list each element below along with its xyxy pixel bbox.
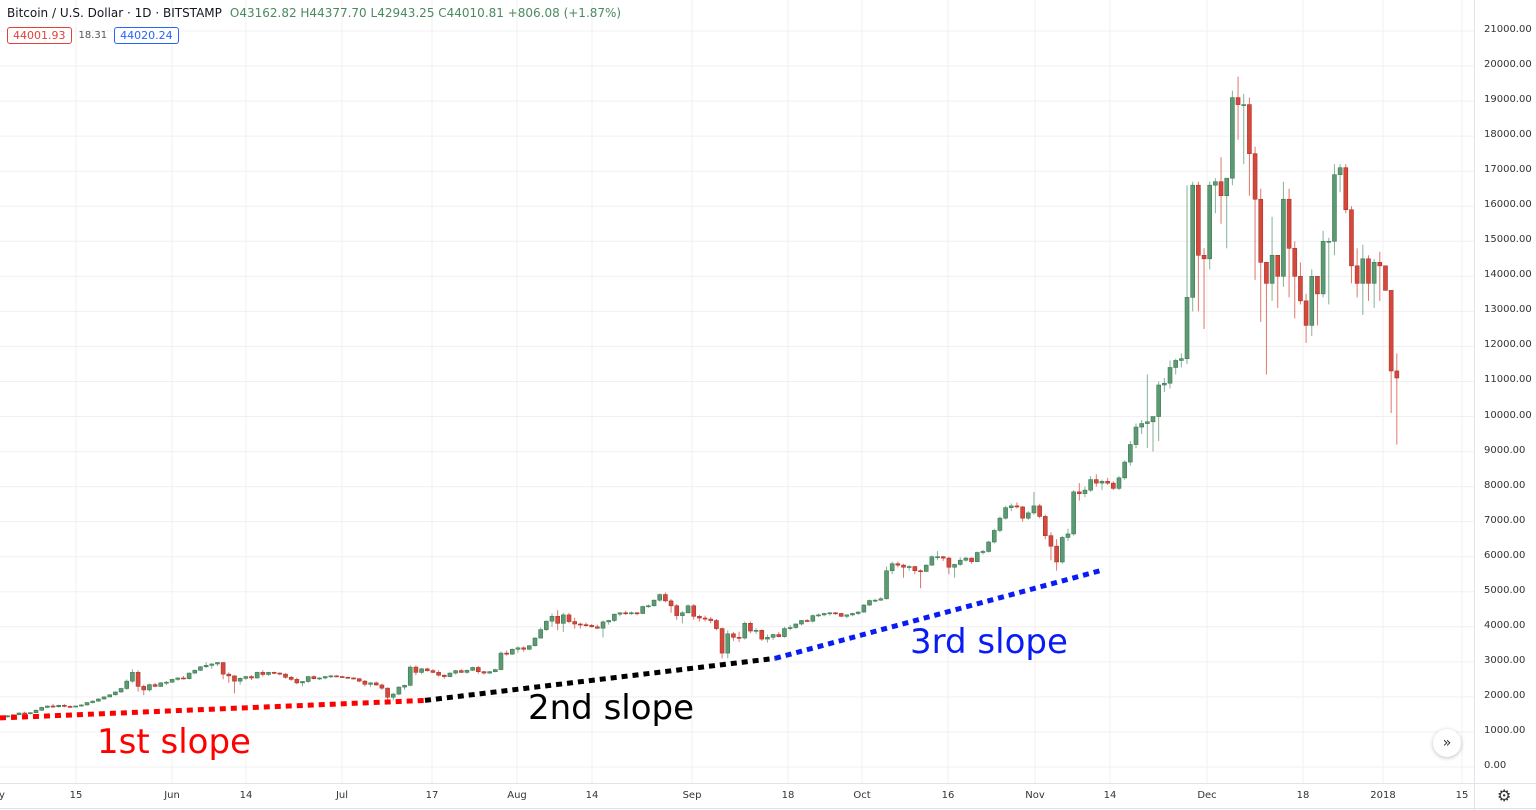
price-tick-label: 10000.00 — [1484, 409, 1532, 421]
settings-icon[interactable]: ⚙ — [1497, 786, 1512, 805]
price-tick-label: 14000.00 — [1484, 269, 1532, 281]
time-tick-label: 14 — [1103, 790, 1117, 801]
price-tick-label: 5000.00 — [1484, 584, 1526, 596]
price-tick-label: 18000.00 — [1484, 129, 1532, 141]
scroll-to-realtime-button[interactable]: » — [1433, 729, 1461, 757]
time-tick-label: Dec — [1197, 790, 1217, 801]
price-tick-label: 19000.00 — [1484, 94, 1532, 106]
price-tick-label: 21000.00 — [1484, 24, 1532, 35]
time-tick-label: 15 — [69, 790, 83, 801]
price-tick-label: 15000.00 — [1484, 234, 1532, 246]
trade-price-row: 44001.93 18.31 44020.24 — [7, 27, 179, 44]
slope-label: 3rd slope — [910, 622, 1068, 662]
time-tick-label: 14 — [585, 790, 599, 801]
time-tick-label: 16 — [941, 790, 955, 801]
time-tick-label: 15 — [1455, 790, 1469, 801]
price-tick-label: 7000.00 — [1484, 514, 1526, 526]
price-tick-label: 11000.00 — [1484, 374, 1532, 386]
price-tick-label: 4000.00 — [1484, 619, 1526, 631]
time-tick-label: 18 — [1296, 790, 1310, 801]
time-tick-label: Jun — [164, 790, 180, 801]
time-tick-label: Oct — [853, 790, 871, 801]
buy-price-button[interactable]: 44020.24 — [114, 27, 179, 44]
time-tick-label: Jul — [335, 790, 349, 801]
slope-label: 2nd slope — [528, 688, 695, 728]
price-tick-label: 3000.00 — [1484, 654, 1526, 666]
price-tick-label: 9000.00 — [1484, 444, 1526, 456]
price-tick-label: 13000.00 — [1484, 304, 1532, 316]
price-tick-label: 20000.00 — [1484, 59, 1532, 71]
time-tick-label: 14 — [239, 790, 253, 801]
time-tick-label: Sep — [682, 790, 702, 801]
price-tick-label: 1000.00 — [1484, 724, 1526, 736]
time-tick-label: 18 — [781, 790, 795, 801]
time-tick-label: Aug — [507, 790, 527, 801]
time-tick-label: 17 — [425, 790, 439, 801]
ohlc-values: O43162.82 H44377.70 L42943.25 C44010.81 … — [229, 6, 622, 20]
sell-price-button[interactable]: 44001.93 — [7, 27, 72, 44]
chart-legend: Bitcoin / U.S. Dollar · 1D · BITSTAMP O4… — [7, 6, 621, 20]
price-tick-label: 16000.00 — [1484, 199, 1532, 211]
double-chevron-right-icon: » — [1442, 735, 1452, 751]
symbol-title[interactable]: Bitcoin / U.S. Dollar · 1D · BITSTAMP — [7, 6, 222, 20]
slope-label: 1st slope — [97, 722, 251, 762]
price-tick-label: 2000.00 — [1484, 689, 1526, 701]
time-tick-label: y — [0, 790, 5, 801]
price-tick-label: 0.00 — [1484, 760, 1507, 771]
price-tick-label: 17000.00 — [1484, 164, 1532, 176]
time-tick-label: Nov — [1025, 790, 1045, 801]
price-tick-label: 12000.00 — [1484, 339, 1532, 351]
time-tick-label: 2018 — [1370, 790, 1396, 801]
price-tick-label: 8000.00 — [1484, 479, 1526, 491]
spread-value: 18.31 — [78, 30, 108, 41]
price-tick-label: 6000.00 — [1484, 549, 1526, 561]
